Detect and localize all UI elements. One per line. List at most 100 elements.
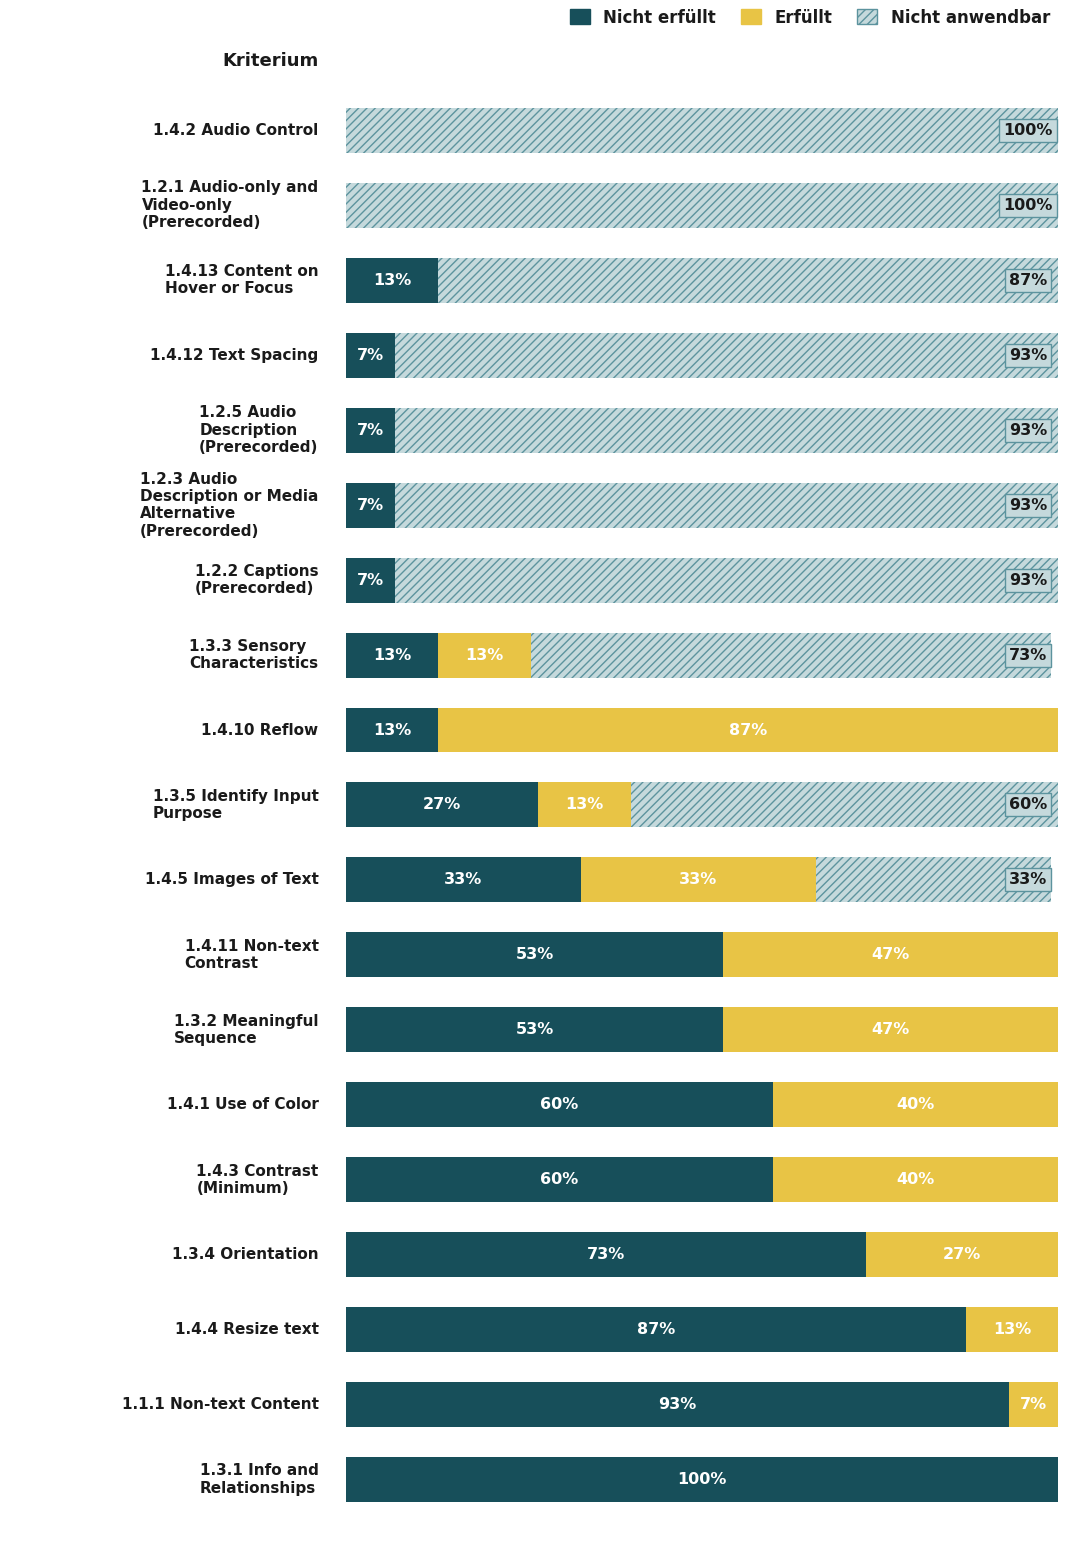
Text: 60%: 60% bbox=[540, 1098, 579, 1113]
Bar bbox=[438, 707, 1058, 752]
Bar bbox=[816, 858, 1051, 902]
Bar bbox=[581, 858, 816, 902]
Text: 33%: 33% bbox=[679, 873, 717, 887]
Bar bbox=[346, 1082, 773, 1127]
Bar bbox=[346, 1008, 724, 1053]
Bar bbox=[395, 483, 1058, 528]
Bar bbox=[395, 407, 1058, 452]
Text: 53%: 53% bbox=[515, 1022, 554, 1037]
Text: 87%: 87% bbox=[1009, 272, 1048, 288]
Bar bbox=[346, 483, 395, 528]
Text: 1.3.4 Orientation: 1.3.4 Orientation bbox=[172, 1248, 319, 1262]
Text: 100%: 100% bbox=[1003, 198, 1053, 212]
Bar bbox=[395, 557, 1058, 602]
Bar bbox=[631, 782, 1058, 828]
Text: 27%: 27% bbox=[422, 797, 461, 813]
Bar bbox=[531, 633, 1051, 678]
Text: 47%: 47% bbox=[872, 947, 910, 963]
Bar bbox=[395, 557, 1058, 602]
Text: 100%: 100% bbox=[1003, 122, 1053, 138]
Text: 1.4.4 Resize text: 1.4.4 Resize text bbox=[175, 1322, 319, 1337]
Bar bbox=[346, 707, 438, 752]
Bar bbox=[395, 333, 1058, 378]
Bar bbox=[1009, 1382, 1058, 1427]
Bar bbox=[346, 1457, 1058, 1502]
Text: 1.2.2 Captions
(Prerecorded): 1.2.2 Captions (Prerecorded) bbox=[195, 563, 319, 596]
Bar bbox=[346, 108, 1058, 153]
Bar bbox=[531, 633, 1051, 678]
Text: 1.1.1 Non-text Content: 1.1.1 Non-text Content bbox=[122, 1398, 319, 1412]
Bar bbox=[816, 858, 1051, 902]
Text: 13%: 13% bbox=[373, 647, 411, 663]
Bar bbox=[346, 1158, 773, 1203]
Text: 40%: 40% bbox=[896, 1098, 935, 1113]
Text: 87%: 87% bbox=[636, 1322, 675, 1337]
Text: 73%: 73% bbox=[1009, 647, 1048, 663]
Text: 7%: 7% bbox=[357, 573, 384, 588]
Text: 1.3.3 Sensory
Characteristics: 1.3.3 Sensory Characteristics bbox=[189, 639, 319, 672]
Bar bbox=[346, 1307, 966, 1351]
Bar bbox=[346, 1232, 866, 1277]
Bar bbox=[395, 333, 1058, 378]
Text: 93%: 93% bbox=[1009, 423, 1048, 438]
Text: 27%: 27% bbox=[943, 1248, 982, 1262]
Bar bbox=[773, 1158, 1058, 1203]
Bar bbox=[395, 483, 1058, 528]
Bar bbox=[346, 333, 395, 378]
Text: 7%: 7% bbox=[357, 423, 384, 438]
Text: 93%: 93% bbox=[658, 1398, 697, 1412]
Text: Kriterium: Kriterium bbox=[222, 51, 319, 70]
Bar bbox=[631, 782, 1058, 828]
Bar bbox=[773, 1082, 1058, 1127]
Bar bbox=[724, 932, 1058, 977]
Text: 47%: 47% bbox=[872, 1022, 910, 1037]
Text: 7%: 7% bbox=[357, 348, 384, 362]
Bar bbox=[438, 259, 1058, 303]
Bar bbox=[395, 407, 1058, 452]
Bar bbox=[346, 782, 538, 828]
Text: 13%: 13% bbox=[373, 272, 411, 288]
Text: 1.2.5 Audio
Description
(Prerecorded): 1.2.5 Audio Description (Prerecorded) bbox=[199, 406, 319, 455]
Text: 93%: 93% bbox=[1009, 573, 1048, 588]
Text: 73%: 73% bbox=[586, 1248, 625, 1262]
Text: 13%: 13% bbox=[565, 797, 604, 813]
Text: 1.2.1 Audio-only and
Video-only
(Prerecorded): 1.2.1 Audio-only and Video-only (Prereco… bbox=[141, 181, 319, 231]
Text: 1.4.5 Images of Text: 1.4.5 Images of Text bbox=[145, 873, 319, 887]
Text: 87%: 87% bbox=[729, 723, 768, 737]
Text: 33%: 33% bbox=[444, 873, 483, 887]
Text: 7%: 7% bbox=[357, 497, 384, 512]
Text: 93%: 93% bbox=[1009, 497, 1048, 512]
Text: 1.3.5 Identify Input
Purpose: 1.3.5 Identify Input Purpose bbox=[152, 789, 319, 820]
Text: 1.2.3 Audio
Description or Media
Alternative
(Prerecorded): 1.2.3 Audio Description or Media Alterna… bbox=[140, 472, 319, 539]
Bar bbox=[346, 1382, 1009, 1427]
Bar bbox=[346, 183, 1058, 228]
Text: 1.3.1 Info and
Relationships: 1.3.1 Info and Relationships bbox=[200, 1463, 319, 1495]
Text: 1.4.12 Text Spacing: 1.4.12 Text Spacing bbox=[150, 348, 319, 362]
Text: 1.3.2 Meaningful
Sequence: 1.3.2 Meaningful Sequence bbox=[174, 1014, 319, 1046]
Bar bbox=[538, 782, 631, 828]
Text: 13%: 13% bbox=[373, 723, 411, 737]
Text: 1.4.10 Reflow: 1.4.10 Reflow bbox=[202, 723, 319, 737]
Text: 100%: 100% bbox=[677, 1472, 727, 1488]
Bar bbox=[346, 633, 438, 678]
Bar bbox=[866, 1232, 1058, 1277]
Text: 1.4.1 Use of Color: 1.4.1 Use of Color bbox=[166, 1098, 319, 1113]
Bar bbox=[346, 858, 581, 902]
Bar bbox=[346, 557, 395, 602]
Bar bbox=[346, 259, 438, 303]
Bar bbox=[438, 259, 1058, 303]
Bar bbox=[346, 407, 395, 452]
Bar bbox=[724, 1008, 1058, 1053]
Text: 60%: 60% bbox=[540, 1172, 579, 1187]
Text: 33%: 33% bbox=[1009, 873, 1048, 887]
Text: 40%: 40% bbox=[896, 1172, 935, 1187]
Text: 60%: 60% bbox=[1009, 797, 1048, 813]
Text: 1.4.11 Non-text
Contrast: 1.4.11 Non-text Contrast bbox=[185, 938, 319, 971]
Text: 13%: 13% bbox=[993, 1322, 1031, 1337]
Bar bbox=[346, 183, 1058, 228]
Bar bbox=[966, 1307, 1058, 1351]
Text: 1.4.13 Content on
Hover or Focus: 1.4.13 Content on Hover or Focus bbox=[165, 265, 319, 297]
Text: 1.4.3 Contrast
(Minimum): 1.4.3 Contrast (Minimum) bbox=[197, 1164, 319, 1197]
Bar bbox=[346, 932, 724, 977]
Text: 13%: 13% bbox=[465, 647, 503, 663]
